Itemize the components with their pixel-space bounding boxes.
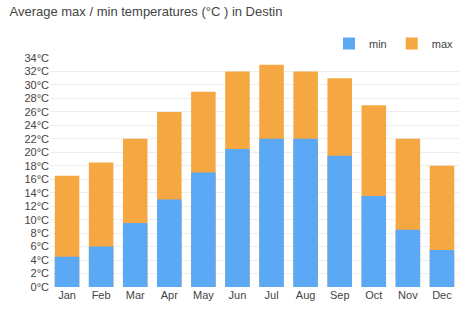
svg-text:Sep: Sep <box>330 289 350 301</box>
svg-text:34°C: 34°C <box>24 52 49 64</box>
svg-text:Nov: Nov <box>398 289 418 301</box>
svg-text:28°C: 28°C <box>24 92 49 104</box>
svg-text:Aug: Aug <box>296 289 316 301</box>
svg-text:30°C: 30°C <box>24 79 49 91</box>
svg-text:14°C: 14°C <box>24 187 49 199</box>
svg-text:32°C: 32°C <box>24 65 49 77</box>
svg-text:Jul: Jul <box>265 289 279 301</box>
svg-text:Jun: Jun <box>229 289 247 301</box>
svg-text:16°C: 16°C <box>24 173 49 185</box>
svg-text:Mar: Mar <box>126 289 145 301</box>
svg-text:12°C: 12°C <box>24 200 49 212</box>
svg-text:18°C: 18°C <box>24 160 49 172</box>
svg-text:min: min <box>369 38 387 50</box>
svg-text:6°C: 6°C <box>31 240 50 252</box>
svg-text:8°C: 8°C <box>31 227 50 239</box>
svg-text:4°C: 4°C <box>31 254 50 266</box>
svg-text:Dec: Dec <box>432 289 452 301</box>
svg-text:20°C: 20°C <box>24 146 49 158</box>
svg-text:Jan: Jan <box>58 289 76 301</box>
svg-text:Feb: Feb <box>92 289 111 301</box>
svg-text:26°C: 26°C <box>24 106 49 118</box>
svg-text:max: max <box>432 38 453 50</box>
svg-text:Apr: Apr <box>161 289 178 301</box>
svg-text:10°C: 10°C <box>24 214 49 226</box>
svg-text:Average max / min temperatures: Average max / min temperatures (°C ) in … <box>9 4 282 19</box>
svg-text:24°C: 24°C <box>24 119 49 131</box>
svg-text:22°C: 22°C <box>24 133 49 145</box>
svg-text:Oct: Oct <box>365 289 382 301</box>
svg-text:2°C: 2°C <box>31 267 50 279</box>
svg-text:May: May <box>193 289 214 301</box>
svg-text:0°C: 0°C <box>31 281 50 293</box>
